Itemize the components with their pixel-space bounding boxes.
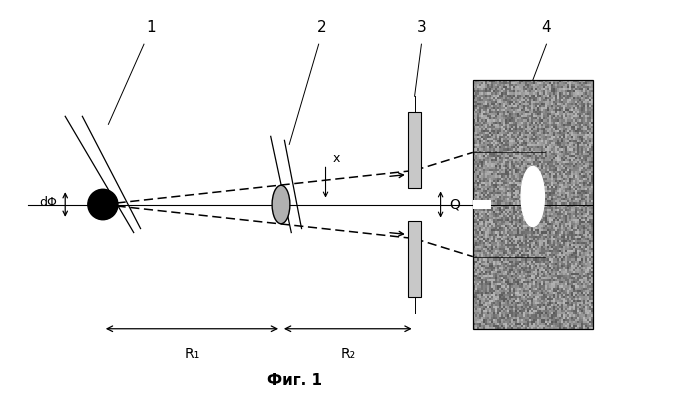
Text: Q: Q xyxy=(449,198,460,211)
Bar xyxy=(473,200,491,209)
Text: 2: 2 xyxy=(317,20,327,35)
Ellipse shape xyxy=(88,189,118,220)
Ellipse shape xyxy=(521,166,545,227)
Text: Фиг. 1: Фиг. 1 xyxy=(267,373,322,389)
Text: R₁: R₁ xyxy=(185,347,200,361)
Text: 3: 3 xyxy=(417,20,426,35)
Text: dΦ: dΦ xyxy=(39,196,57,209)
Ellipse shape xyxy=(272,185,290,224)
Text: x: x xyxy=(333,152,340,165)
Bar xyxy=(408,220,421,297)
Text: 1: 1 xyxy=(146,20,156,35)
Text: 4: 4 xyxy=(542,20,552,35)
Text: R₂: R₂ xyxy=(340,347,355,361)
Bar xyxy=(408,112,421,189)
Bar xyxy=(473,80,593,329)
